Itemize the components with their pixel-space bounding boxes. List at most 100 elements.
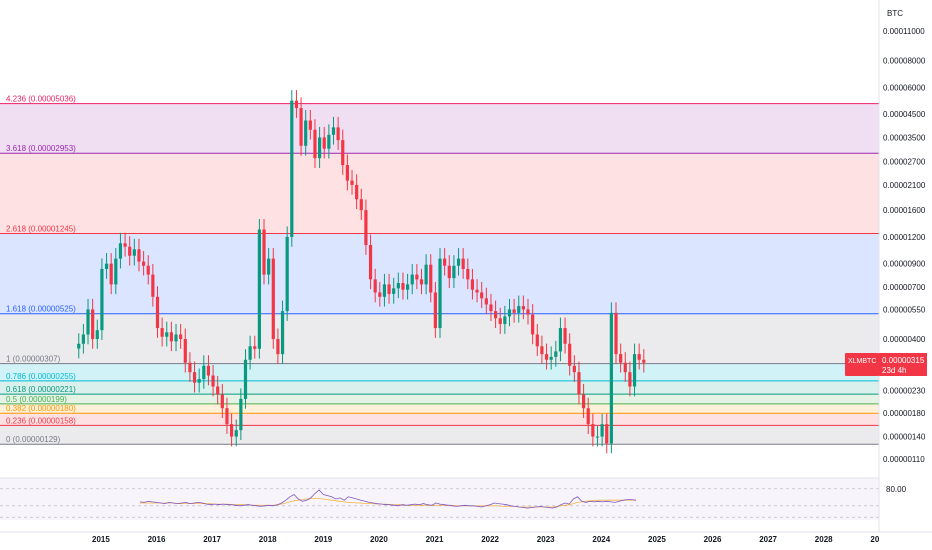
- price-tick-label: 0.00000180: [883, 409, 926, 418]
- candle-body: [614, 312, 618, 355]
- year-tick-label: 2028: [815, 535, 833, 544]
- candle-body: [345, 165, 349, 181]
- candle-body: [526, 309, 530, 315]
- candle-body: [581, 394, 586, 409]
- candlesticks: [77, 90, 646, 454]
- fib-label-2: 2.618 (0.00001245): [6, 224, 76, 233]
- candle-body: [554, 351, 558, 357]
- candle-body: [452, 265, 456, 279]
- candle-body: [456, 258, 461, 266]
- candle-body: [429, 264, 433, 293]
- fib-label-0: 4.236 (0.00005036): [6, 95, 76, 104]
- candle-body: [470, 279, 475, 290]
- year-tick-label: 2027: [759, 535, 777, 544]
- candle-body: [591, 424, 595, 437]
- candle-body: [549, 356, 553, 360]
- year-tick-label: 2022: [481, 535, 499, 544]
- year-tick-label: 2016: [148, 535, 166, 544]
- candle-body: [410, 274, 414, 285]
- candle-body: [262, 229, 266, 275]
- candle-body: [280, 311, 285, 355]
- fib-label-10: 0 (0.00000129): [6, 435, 61, 444]
- candle-body: [220, 394, 224, 409]
- candle-body: [595, 436, 600, 438]
- year-tick-label: 2025: [648, 535, 666, 544]
- currency-label: BTC: [887, 9, 903, 18]
- price-tick-label: 0.00006000: [883, 83, 926, 92]
- fib-label-1: 3.618 (0.00002953): [6, 144, 76, 153]
- candle-body: [81, 334, 85, 344]
- candle-body: [91, 309, 95, 340]
- candle-body: [517, 306, 521, 313]
- candle-body: [401, 283, 405, 290]
- year-tick-label: 2026: [704, 535, 722, 544]
- fib-label-8: 0.382 (0.00000180): [6, 404, 76, 413]
- candle-body: [285, 236, 289, 312]
- candle-body: [169, 332, 173, 342]
- candle-body: [531, 314, 535, 335]
- candle-body: [308, 120, 312, 130]
- candle-body: [202, 365, 206, 380]
- candle-body: [642, 359, 646, 363]
- candle-body: [359, 199, 363, 211]
- candle-body: [276, 339, 280, 355]
- candle-body: [123, 243, 127, 247]
- candle-body: [438, 258, 442, 329]
- price-tick-label: 0.00000700: [883, 283, 926, 292]
- rsi-upper-label: 80.00: [886, 485, 907, 494]
- candle-body: [95, 330, 99, 340]
- candle-body: [355, 184, 359, 200]
- candle-body: [132, 249, 136, 256]
- candle-body: [628, 372, 632, 387]
- candle-body: [331, 127, 336, 135]
- candle-body: [109, 263, 113, 285]
- candle-body: [206, 365, 211, 376]
- candle-body: [637, 354, 641, 360]
- candle-body: [405, 284, 410, 290]
- time-axis[interactable]: 2015 2016 2017 2018 2019 2020 2021 2022 2023 2024…: [0, 531, 932, 544]
- price-tick-label: 0.00000140: [883, 433, 926, 442]
- year-tick-label: 2018: [259, 535, 277, 544]
- candle-body: [304, 120, 308, 146]
- candle-body: [424, 264, 428, 285]
- candle-body: [211, 375, 215, 387]
- candle-body: [373, 279, 377, 293]
- price-axis[interactable]: BTC 0.00011000 0.00008000 0.00006000 0.0000…: [878, 0, 926, 532]
- year-tick-label: 2019: [314, 535, 332, 544]
- candle-body: [512, 309, 516, 313]
- candle-body: [605, 424, 609, 444]
- candle-body: [155, 296, 160, 329]
- candle-body: [572, 365, 576, 373]
- year-tick-label: 2017: [203, 535, 221, 544]
- candle-body: [378, 292, 382, 297]
- symbol-label: XLMBTC: [848, 358, 876, 365]
- price-tick-label: 0.00011000: [883, 27, 925, 36]
- candle-body: [183, 339, 187, 363]
- fib-zone-6: [0, 394, 879, 404]
- candle-body: [160, 328, 164, 337]
- candle-body: [86, 309, 90, 335]
- year-tick-label: 2020: [370, 535, 388, 544]
- candle-body: [253, 346, 257, 349]
- candle-body: [188, 362, 192, 373]
- candle-body: [128, 246, 132, 256]
- candle-body: [503, 316, 507, 325]
- candle-body: [313, 129, 317, 159]
- candle-body: [192, 372, 197, 383]
- candle-body: [294, 100, 299, 109]
- candle-body: [327, 134, 331, 149]
- candle-body: [368, 245, 373, 280]
- candle-body: [239, 398, 243, 431]
- candle-body: [350, 180, 354, 185]
- fib-zone-8: [0, 413, 879, 426]
- price-tick-label: 0.00000900: [883, 260, 926, 269]
- candle-body: [493, 311, 498, 319]
- price-tick-label: 0.00002700: [883, 158, 926, 167]
- candle-body: [433, 292, 437, 329]
- candle-body: [461, 258, 465, 269]
- candle-body: [165, 332, 169, 337]
- price-tick-label: 0.00001600: [883, 206, 926, 215]
- fib-label-3: 1.618 (0.00000525): [6, 305, 76, 314]
- candle-body: [257, 229, 261, 349]
